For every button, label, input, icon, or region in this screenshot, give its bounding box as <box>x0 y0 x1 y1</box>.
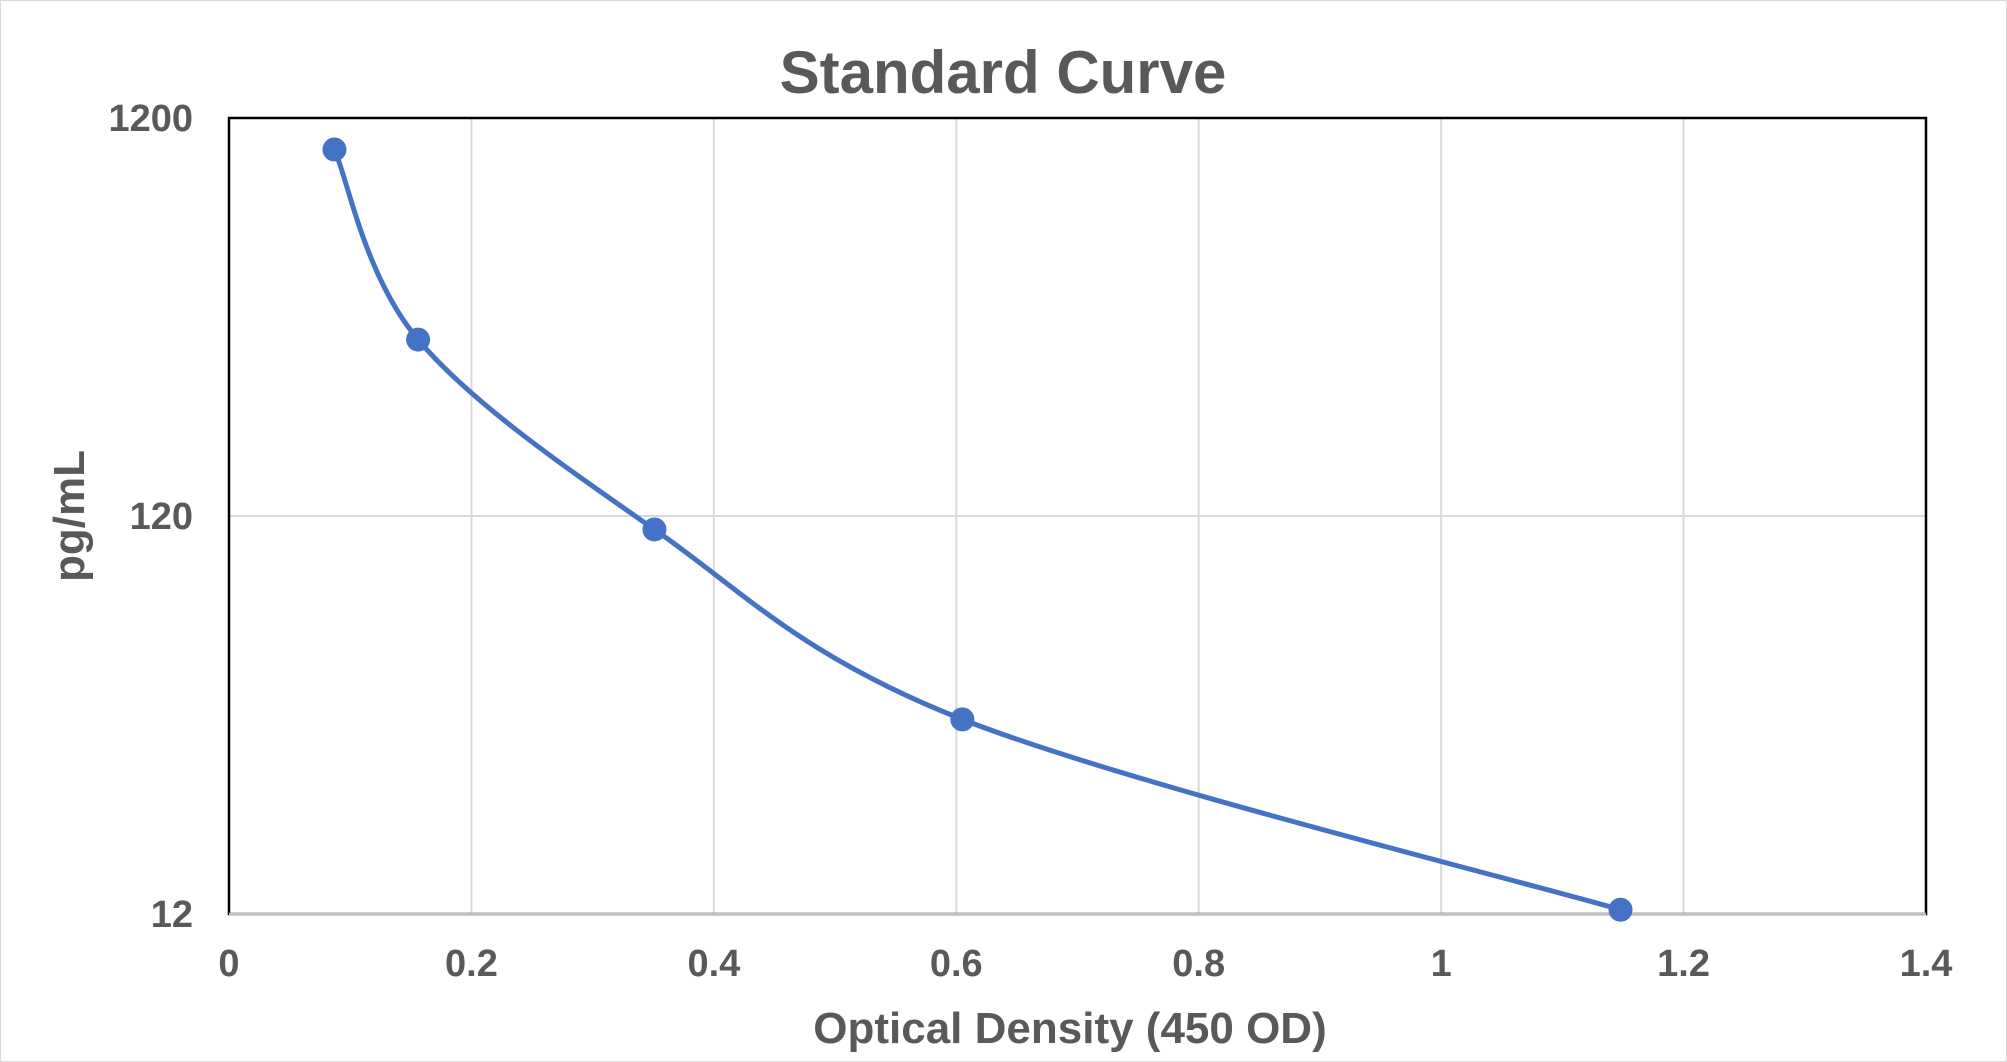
y-tick-label: 12 <box>151 894 193 936</box>
y-tick-label: 1200 <box>108 98 193 140</box>
x-tick-label: 0.6 <box>930 943 983 985</box>
x-tick-label: 0.2 <box>445 943 498 985</box>
data-point <box>322 137 347 162</box>
data-series <box>322 137 1633 922</box>
x-tick-label: 1.2 <box>1657 943 1710 985</box>
axes <box>227 116 1928 916</box>
data-point <box>642 517 667 542</box>
data-point <box>1608 897 1633 922</box>
chart-title: Standard Curve <box>780 39 1227 106</box>
data-point <box>950 707 975 732</box>
series-curve <box>331 147 1624 913</box>
gridlines <box>229 118 1926 914</box>
x-tick-label: 1.4 <box>1900 943 1953 985</box>
tick-labels: 0 0.2 0.4 0.6 0.8 1 1.2 1.4 12 120 1200 <box>108 98 1952 985</box>
x-tick-label: 1 <box>1431 943 1452 985</box>
y-tick-label: 120 <box>130 496 193 538</box>
x-axis-title: Optical Density (450 OD) <box>813 1004 1326 1053</box>
x-tick-label: 0.4 <box>687 943 740 985</box>
x-tick-label: 0 <box>218 943 239 985</box>
data-point <box>406 327 431 352</box>
y-axis-title: pg/mL <box>45 450 94 582</box>
x-tick-label: 0.8 <box>1172 943 1225 985</box>
